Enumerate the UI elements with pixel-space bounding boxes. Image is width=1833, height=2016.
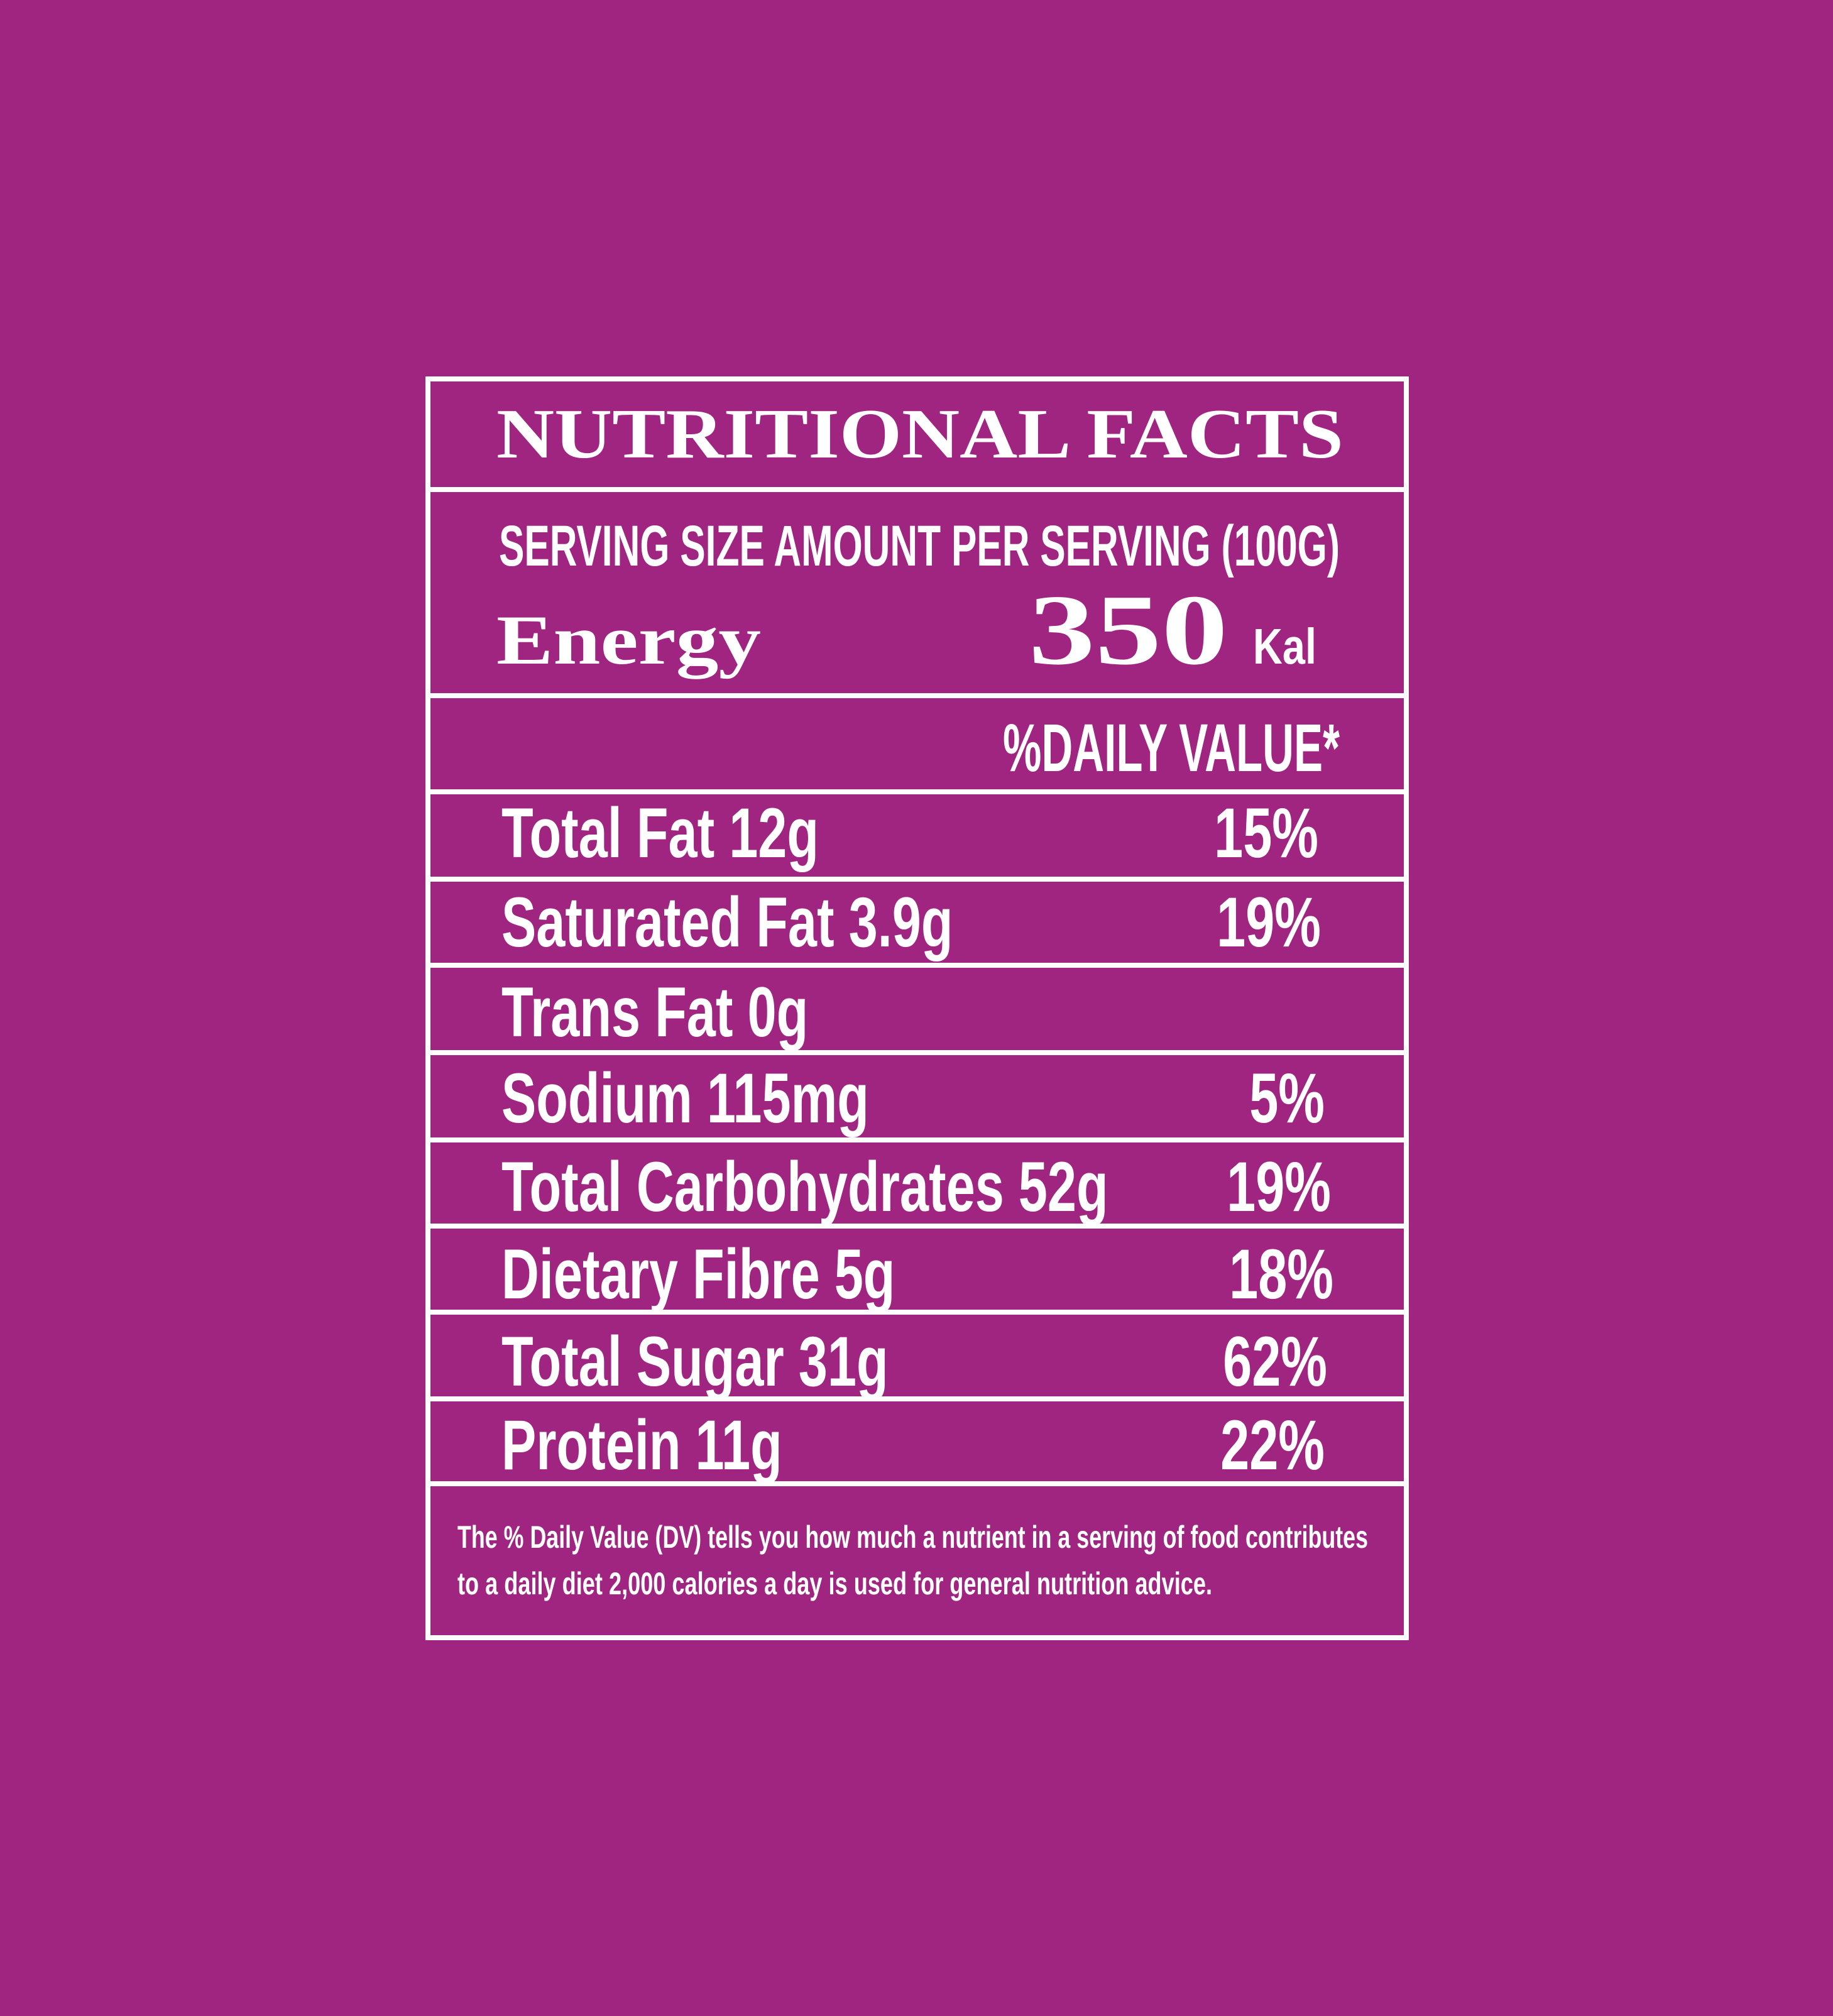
nutrient: Total Carbohydrates 52g: [501, 1148, 1108, 1226]
energy-label: Energy: [496, 601, 761, 679]
daily-value-header: %DAILY VALUE*: [1003, 709, 1340, 786]
facts-box: [425, 376, 1409, 1640]
dividers: [428, 487, 1406, 1486]
daily-value: 18%: [1229, 1235, 1333, 1313]
daily-value: 15%: [1214, 794, 1318, 872]
nutrient: Trans Fat 0g: [501, 973, 808, 1051]
energy-value: 350: [1029, 574, 1228, 686]
serving-size: SERVING SIZE AMOUNT PER SERVING (100G): [499, 514, 1340, 578]
nutrient: Sodium 115mg: [501, 1059, 869, 1137]
daily-value: 19%: [1227, 1148, 1331, 1226]
footnote: The % Daily Value (DV) tells you how muc…: [457, 1520, 1368, 1555]
rows: Total Fat 12g 15% Saturated Fat 3.9g 19% Tra…: [501, 794, 1333, 1484]
energy-unit: Kal: [1253, 618, 1316, 674]
nutrient: Total Fat 12g: [501, 794, 819, 872]
nutrient: Saturated Fat 3.9g: [501, 883, 953, 961]
daily-value: 19%: [1217, 883, 1321, 961]
title: NUTRITIONAL FACTS: [496, 395, 1343, 473]
daily-value: 22%: [1220, 1406, 1325, 1484]
daily-value: 62%: [1223, 1322, 1327, 1401]
nutrient: Protein 11g: [501, 1406, 782, 1484]
footnote: to a daily diet 2,000 calories a day is …: [457, 1566, 1212, 1601]
nutrient: Dietary Fibre 5g: [501, 1235, 895, 1313]
nutrient: Total Sugar 31g: [501, 1322, 889, 1401]
daily-value: 5%: [1249, 1059, 1325, 1137]
